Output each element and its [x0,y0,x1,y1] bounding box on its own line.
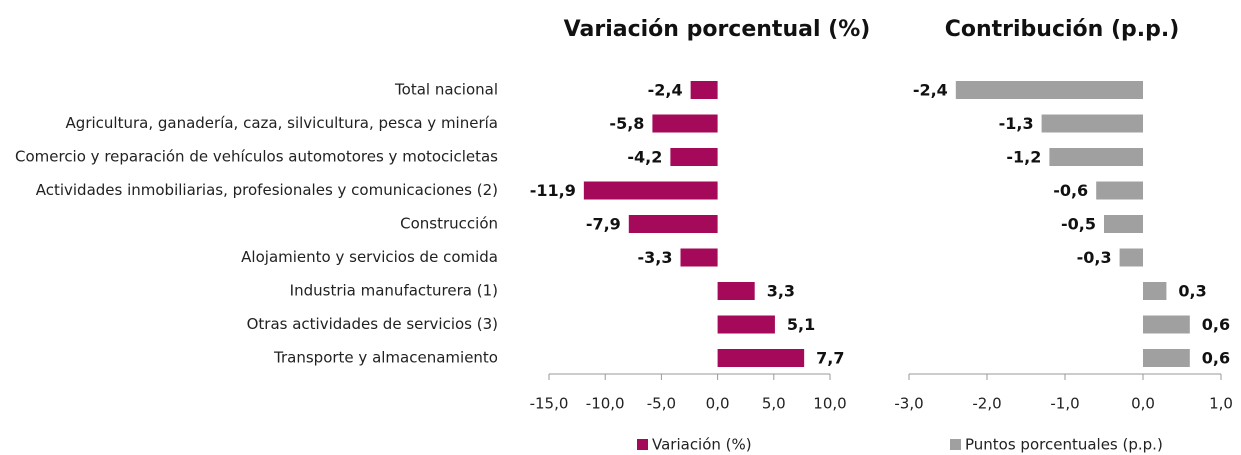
legend-swatch [950,439,961,450]
bar [717,282,755,300]
bar [1143,282,1167,300]
legend-swatch [637,439,648,450]
legend-label: Puntos porcentuales (p.p.) [965,436,1163,454]
x-tick-label: 0,0 [706,395,730,413]
data-label: 7,7 [816,349,844,368]
bar [628,215,718,233]
data-label: -3,3 [638,248,673,267]
data-label: -1,3 [999,114,1034,133]
bar [1143,315,1190,334]
bar [583,181,718,200]
chart-title: Variación porcentual (%) [564,17,871,42]
x-tick-label: -3,0 [894,395,923,413]
data-label: -4,2 [627,148,662,167]
category-label: Construcción [400,215,498,233]
category-label: Total nacional [394,81,498,99]
data-label: -0,6 [1053,181,1088,200]
bar [1143,349,1190,367]
x-tick-label: 10,0 [813,395,846,413]
data-label: 0,3 [1178,282,1206,301]
x-tick-label: 5,0 [762,395,786,413]
data-label: -2,4 [913,81,948,100]
bar [670,148,718,166]
data-label: 5,1 [787,315,815,334]
data-label: -7,9 [586,215,621,234]
category-label: Actividades inmobiliarias, profesionales… [36,181,498,199]
bar [1096,181,1143,200]
x-tick-label: -2,0 [972,395,1001,413]
category-label: Alojamiento y servicios de comida [241,248,498,266]
data-label: -0,3 [1077,248,1112,267]
bar [717,315,775,334]
x-tick-label: 0,0 [1131,395,1155,413]
category-label: Transporte y almacenamiento [273,349,498,367]
bar [652,114,718,133]
legend-label: Variación (%) [652,436,752,454]
data-label: -11,9 [530,181,576,200]
data-label: -2,4 [648,81,683,100]
bar [1104,215,1143,233]
bar [1119,248,1143,267]
bar [1041,114,1143,133]
data-label: 3,3 [767,282,795,301]
bar [680,248,718,267]
category-label: Agricultura, ganadería, caza, silvicultu… [66,114,498,132]
data-label: -0,5 [1061,215,1096,234]
data-label: -5,8 [609,114,644,133]
data-label: 0,6 [1202,315,1230,334]
x-tick-label: -5,0 [647,395,676,413]
bar [1049,148,1143,166]
x-tick-label: -10,0 [586,395,625,413]
category-label: Industria manufacturera (1) [290,282,498,300]
x-tick-label: -1,0 [1050,395,1079,413]
bar [717,349,805,367]
category-label: Otras actividades de servicios (3) [247,315,498,333]
bar [955,81,1143,99]
chart-title: Contribución (p.p.) [945,17,1180,42]
category-label: Comercio y reparación de vehículos autom… [15,148,498,166]
x-tick-label: 1,0 [1209,395,1233,413]
data-label: -1,2 [1006,148,1041,167]
bar [690,81,718,99]
data-label: 0,6 [1202,349,1230,368]
x-tick-label: -15,0 [530,395,569,413]
